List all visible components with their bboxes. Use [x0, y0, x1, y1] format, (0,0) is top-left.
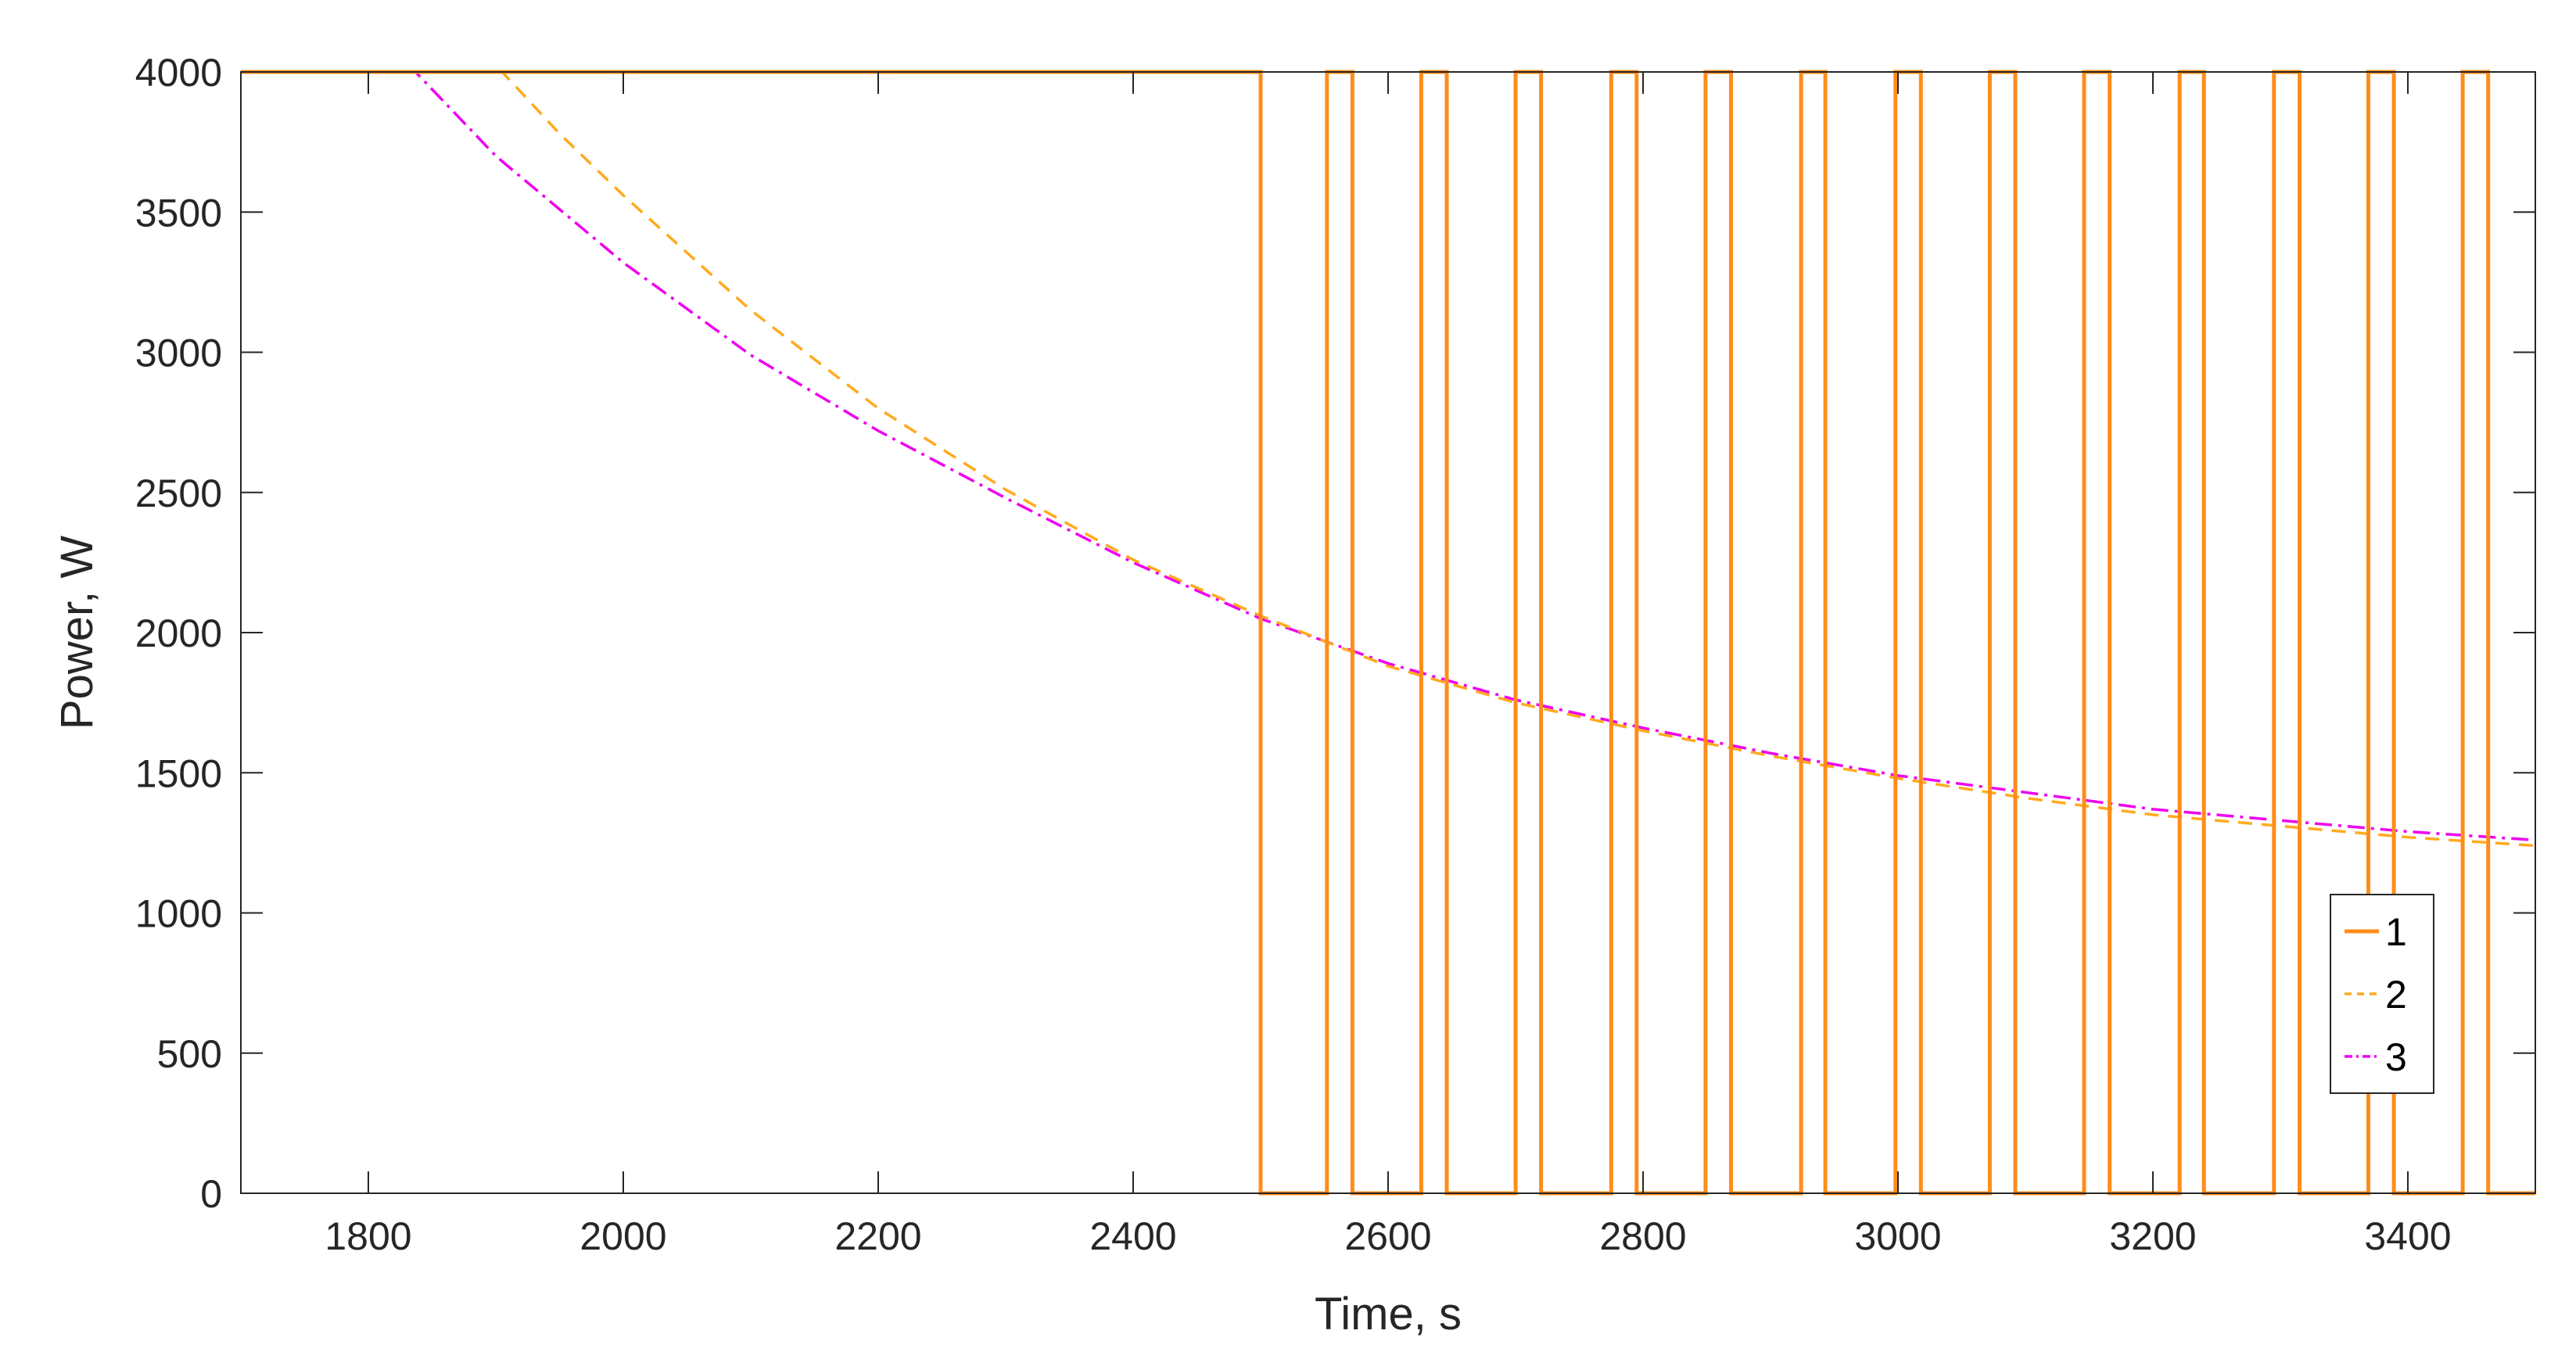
y-tick-label: 0	[200, 1172, 222, 1216]
plot-area	[241, 72, 2535, 1193]
y-tick-label: 2500	[135, 472, 222, 515]
series-1-line	[241, 70, 2535, 1196]
x-tick-label: 1800	[325, 1214, 411, 1258]
series-layer	[241, 70, 2536, 1196]
legend-label-2: 2	[2385, 973, 2407, 1017]
x-tick-label: 2800	[1599, 1214, 1686, 1258]
y-tick-label: 2000	[135, 611, 222, 655]
series-2-line	[241, 70, 2536, 848]
y-axis-label: Power, W	[52, 536, 102, 730]
y-tick-label: 4000	[135, 51, 222, 95]
x-axis-label: Time, s	[1315, 1289, 1462, 1339]
x-tick-label: 3000	[1854, 1214, 1941, 1258]
x-tick-label: 2600	[1344, 1214, 1431, 1258]
x-tick-label: 2000	[579, 1214, 666, 1258]
y-tick-label: 1000	[135, 892, 222, 936]
y-tick-label: 500	[157, 1032, 222, 1076]
y-tick-label: 1500	[135, 751, 222, 795]
legend-label-1: 1	[2385, 910, 2407, 954]
x-tick-label: 2200	[834, 1214, 921, 1258]
x-tick-label: 3400	[2364, 1214, 2451, 1258]
legend-label-3: 3	[2385, 1035, 2407, 1079]
tick-layer: 1800 2000 2200 2400 2600 2800 3000 3200 34000500…	[135, 51, 2535, 1258]
y-tick-label: 3500	[135, 191, 222, 235]
legend: 1 2 3	[2330, 894, 2434, 1094]
x-tick-label: 2400	[1089, 1214, 1176, 1258]
series-3-line	[241, 70, 2536, 842]
x-tick-label: 3200	[2109, 1214, 2196, 1258]
y-tick-label: 3000	[135, 332, 222, 375]
